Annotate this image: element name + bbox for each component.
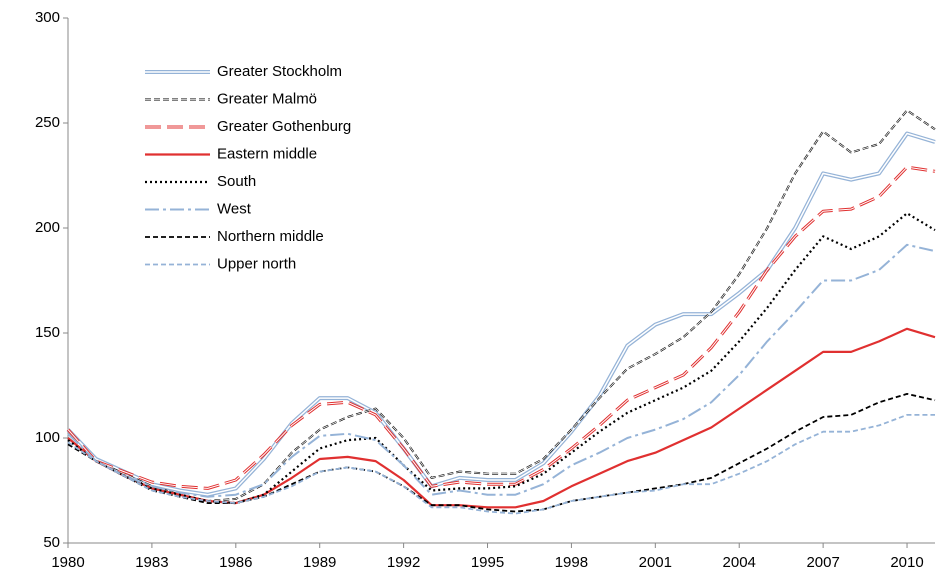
legend-label: Upper north (217, 255, 296, 272)
series-line (67, 327, 936, 509)
x-tick-label: 2007 (806, 554, 839, 571)
series-line (66, 165, 936, 490)
series-line (67, 414, 935, 515)
series-line-inner (67, 132, 936, 496)
series-line-inner (67, 110, 936, 502)
y-tick-label: 250 (35, 114, 60, 131)
x-tick-label: 1986 (219, 554, 252, 571)
legend-label: Greater Malmö (217, 90, 317, 107)
x-tick-label: 1980 (51, 554, 84, 571)
series-line (67, 212, 936, 505)
x-tick-label: 2004 (723, 554, 756, 571)
series-line (67, 109, 936, 502)
legend-label: Northern middle (217, 228, 324, 245)
y-tick-label: 200 (35, 219, 60, 236)
y-tick-label: 50 (43, 534, 60, 551)
legend-label: West (217, 200, 252, 217)
series-line-inner (67, 166, 936, 489)
x-tick-label: 2010 (890, 554, 923, 571)
x-tick-label: 1983 (135, 554, 168, 571)
series-line (66, 131, 936, 497)
legend-label: South (217, 173, 256, 190)
x-tick-label: 1998 (555, 554, 588, 571)
x-tick-label: 2001 (639, 554, 672, 571)
y-tick-label: 300 (35, 9, 60, 26)
y-tick-label: 150 (35, 324, 60, 341)
legend-label: Greater Gothenburg (217, 118, 351, 135)
legend-label: Eastern middle (217, 145, 317, 162)
x-tick-label: 1992 (387, 554, 420, 571)
x-tick-label: 1995 (471, 554, 504, 571)
x-tick-label: 1989 (303, 554, 336, 571)
y-tick-label: 100 (35, 429, 60, 446)
legend-label: Greater Stockholm (217, 63, 342, 80)
series-line (67, 243, 936, 498)
